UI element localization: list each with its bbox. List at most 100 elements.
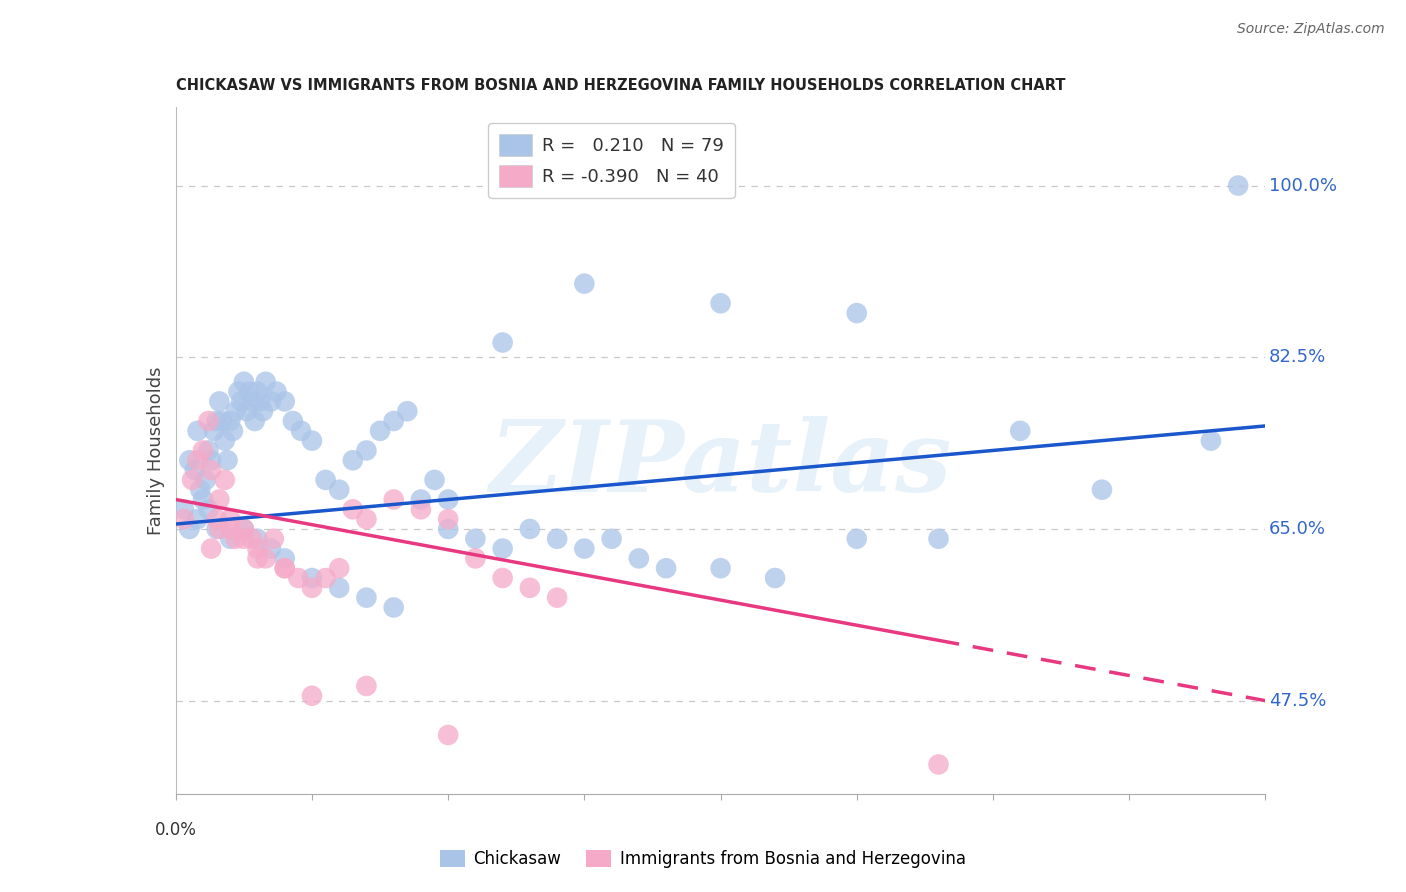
- Point: [246, 384, 269, 399]
- Point: [197, 502, 219, 516]
- Point: [290, 424, 312, 438]
- Point: [197, 443, 219, 458]
- Point: [263, 532, 285, 546]
- Text: 47.5%: 47.5%: [1268, 691, 1326, 710]
- Point: [225, 404, 247, 418]
- Point: [214, 434, 236, 448]
- Point: [205, 512, 228, 526]
- Point: [1010, 424, 1032, 438]
- Point: [368, 424, 391, 438]
- Point: [409, 492, 432, 507]
- Point: [173, 512, 195, 526]
- Point: [200, 541, 222, 556]
- Point: [437, 512, 460, 526]
- Point: [249, 394, 271, 409]
- Point: [382, 600, 405, 615]
- Point: [396, 404, 419, 418]
- Point: [342, 453, 364, 467]
- Point: [710, 296, 733, 310]
- Point: [928, 532, 950, 546]
- Point: [235, 404, 257, 418]
- Point: [763, 571, 786, 585]
- Point: [274, 561, 297, 575]
- Point: [191, 443, 214, 458]
- Point: [188, 483, 211, 497]
- Point: [546, 532, 568, 546]
- Point: [208, 394, 231, 409]
- Point: [519, 581, 541, 595]
- Point: [184, 463, 207, 477]
- Text: 0.0%: 0.0%: [155, 822, 197, 839]
- Point: [464, 551, 486, 566]
- Point: [214, 473, 236, 487]
- Point: [191, 492, 214, 507]
- Point: [356, 443, 378, 458]
- Point: [342, 502, 364, 516]
- Point: [197, 414, 219, 428]
- Text: Source: ZipAtlas.com: Source: ZipAtlas.com: [1237, 22, 1385, 37]
- Point: [238, 384, 260, 399]
- Point: [232, 522, 254, 536]
- Point: [928, 757, 950, 772]
- Point: [246, 541, 269, 556]
- Point: [710, 561, 733, 575]
- Point: [845, 306, 868, 320]
- Point: [600, 532, 623, 546]
- Y-axis label: Family Households: Family Households: [146, 367, 165, 534]
- Point: [328, 561, 350, 575]
- Point: [356, 679, 378, 693]
- Point: [492, 335, 515, 350]
- Point: [260, 541, 283, 556]
- Point: [281, 414, 304, 428]
- Point: [205, 414, 228, 428]
- Point: [219, 414, 242, 428]
- Point: [219, 522, 242, 536]
- Point: [301, 581, 323, 595]
- Point: [464, 532, 486, 546]
- Point: [546, 591, 568, 605]
- Point: [240, 394, 263, 409]
- Point: [274, 394, 297, 409]
- Point: [211, 414, 233, 428]
- Point: [246, 532, 269, 546]
- Point: [232, 532, 254, 546]
- Point: [1199, 434, 1222, 448]
- Point: [382, 414, 405, 428]
- Point: [574, 277, 596, 291]
- Point: [254, 375, 277, 389]
- Point: [437, 728, 460, 742]
- Point: [274, 551, 297, 566]
- Point: [246, 551, 269, 566]
- Legend: Chickasaw, Immigrants from Bosnia and Herzegovina: Chickasaw, Immigrants from Bosnia and He…: [433, 843, 973, 875]
- Point: [409, 502, 432, 516]
- Point: [287, 571, 309, 585]
- Point: [205, 522, 228, 536]
- Point: [240, 532, 263, 546]
- Point: [217, 453, 239, 467]
- Point: [222, 424, 245, 438]
- Point: [356, 512, 378, 526]
- Point: [252, 404, 274, 418]
- Point: [519, 522, 541, 536]
- Point: [186, 424, 209, 438]
- Point: [231, 394, 253, 409]
- Point: [315, 571, 337, 585]
- Point: [437, 492, 460, 507]
- Point: [232, 522, 254, 536]
- Point: [1227, 178, 1250, 193]
- Point: [328, 483, 350, 497]
- Point: [232, 375, 254, 389]
- Text: 82.5%: 82.5%: [1268, 348, 1326, 367]
- Point: [655, 561, 678, 575]
- Point: [423, 473, 446, 487]
- Point: [200, 463, 222, 477]
- Point: [202, 424, 225, 438]
- Legend: R =   0.210   N = 79, R = -0.390   N = 40: R = 0.210 N = 79, R = -0.390 N = 40: [488, 123, 735, 198]
- Point: [225, 532, 247, 546]
- Point: [186, 453, 209, 467]
- Point: [492, 541, 515, 556]
- Point: [301, 689, 323, 703]
- Point: [194, 473, 217, 487]
- Text: ZIPatlas: ZIPatlas: [489, 416, 952, 512]
- Point: [179, 522, 201, 536]
